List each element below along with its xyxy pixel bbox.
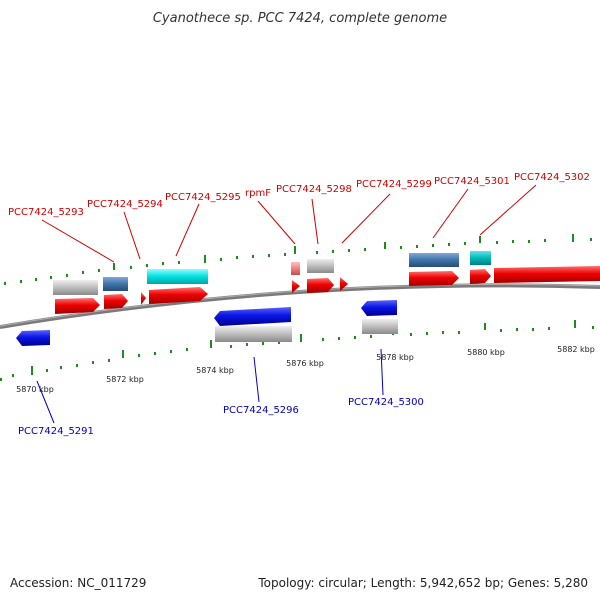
gene-feature-steelblue[interactable] bbox=[409, 253, 459, 267]
gene-feature-gray[interactable] bbox=[53, 280, 98, 295]
cds-arrow-forward[interactable] bbox=[141, 292, 146, 305]
gene-label[interactable]: PCC7424_5293 bbox=[8, 207, 84, 218]
scale-labels: 5870 kbp 5872 kbp 5874 kbp 5876 kbp 5878… bbox=[16, 345, 595, 394]
topology-text: Topology: circular; Length: 5,942,652 bp… bbox=[258, 576, 588, 590]
gene-feature-gray[interactable] bbox=[307, 259, 334, 273]
reverse-gene-labels: PCC7424_5291 PCC7424_5296 PCC7424_5300 bbox=[18, 397, 424, 437]
cds-arrow-forward[interactable] bbox=[470, 269, 491, 284]
scale-label: 5872 kbp bbox=[106, 375, 144, 384]
cds-arrow-forward[interactable] bbox=[149, 287, 208, 304]
gene-label[interactable]: PCC7424_5294 bbox=[87, 199, 163, 210]
scale-label: 5876 kbp bbox=[286, 359, 324, 368]
reverse-leader-lines bbox=[36, 348, 384, 424]
gene-label[interactable]: PCC7424_5296 bbox=[223, 405, 299, 416]
cds-arrow-forward[interactable] bbox=[494, 266, 600, 283]
reverse-genes bbox=[16, 300, 398, 346]
gene-label[interactable]: PCC7424_5301 bbox=[434, 176, 510, 187]
genome-backbone bbox=[0, 283, 600, 329]
gene-feature-pink[interactable] bbox=[291, 262, 300, 275]
cds-arrow-forward[interactable] bbox=[292, 280, 300, 293]
gene-label[interactable]: rpmF bbox=[245, 188, 271, 199]
gene-label[interactable]: PCC7424_5300 bbox=[348, 397, 424, 408]
genome-backbone-highlight bbox=[0, 283, 600, 327]
cds-arrow-forward[interactable] bbox=[409, 271, 459, 286]
scale-label: 5878 kbp bbox=[376, 353, 414, 362]
gene-label[interactable]: PCC7424_5299 bbox=[356, 179, 432, 190]
scale-label: 5880 kbp bbox=[467, 348, 505, 357]
upper-tick-track bbox=[4, 234, 592, 285]
cds-arrow-forward[interactable] bbox=[55, 298, 100, 314]
forward-leader-lines bbox=[41, 184, 537, 263]
forward-genes bbox=[53, 251, 600, 314]
cds-arrow-forward[interactable] bbox=[307, 278, 334, 293]
cds-arrow-forward[interactable] bbox=[340, 277, 348, 291]
forward-gene-labels: PCC7424_5293 PCC7424_5294 PCC7424_5295 r… bbox=[8, 172, 590, 218]
scale-label: 5874 kbp bbox=[196, 366, 234, 375]
gene-label[interactable]: PCC7424_5302 bbox=[514, 172, 590, 183]
lower-tick-track bbox=[0, 320, 594, 381]
cds-arrow-forward[interactable] bbox=[104, 294, 128, 309]
cds-arrow-reverse[interactable] bbox=[214, 307, 291, 326]
gene-label[interactable]: PCC7424_5295 bbox=[165, 192, 241, 203]
gene-feature-gray[interactable] bbox=[215, 326, 292, 342]
gene-label[interactable]: PCC7424_5298 bbox=[276, 184, 352, 195]
gene-feature-teal[interactable] bbox=[470, 251, 491, 265]
accession-text: Accession: NC_011729 bbox=[10, 576, 147, 590]
gene-feature-cyan[interactable] bbox=[147, 269, 208, 284]
gene-feature-gray[interactable] bbox=[362, 319, 398, 334]
genome-title: Cyanothece sp. PCC 7424, complete genome bbox=[153, 11, 447, 26]
gene-label[interactable]: PCC7424_5291 bbox=[18, 426, 94, 437]
cds-arrow-reverse[interactable] bbox=[16, 330, 50, 346]
gene-feature-steelblue[interactable] bbox=[103, 277, 128, 291]
scale-label: 5882 kbp bbox=[557, 345, 595, 354]
scale-label: 5870 kbp bbox=[16, 385, 54, 394]
cds-arrow-reverse[interactable] bbox=[361, 300, 397, 316]
